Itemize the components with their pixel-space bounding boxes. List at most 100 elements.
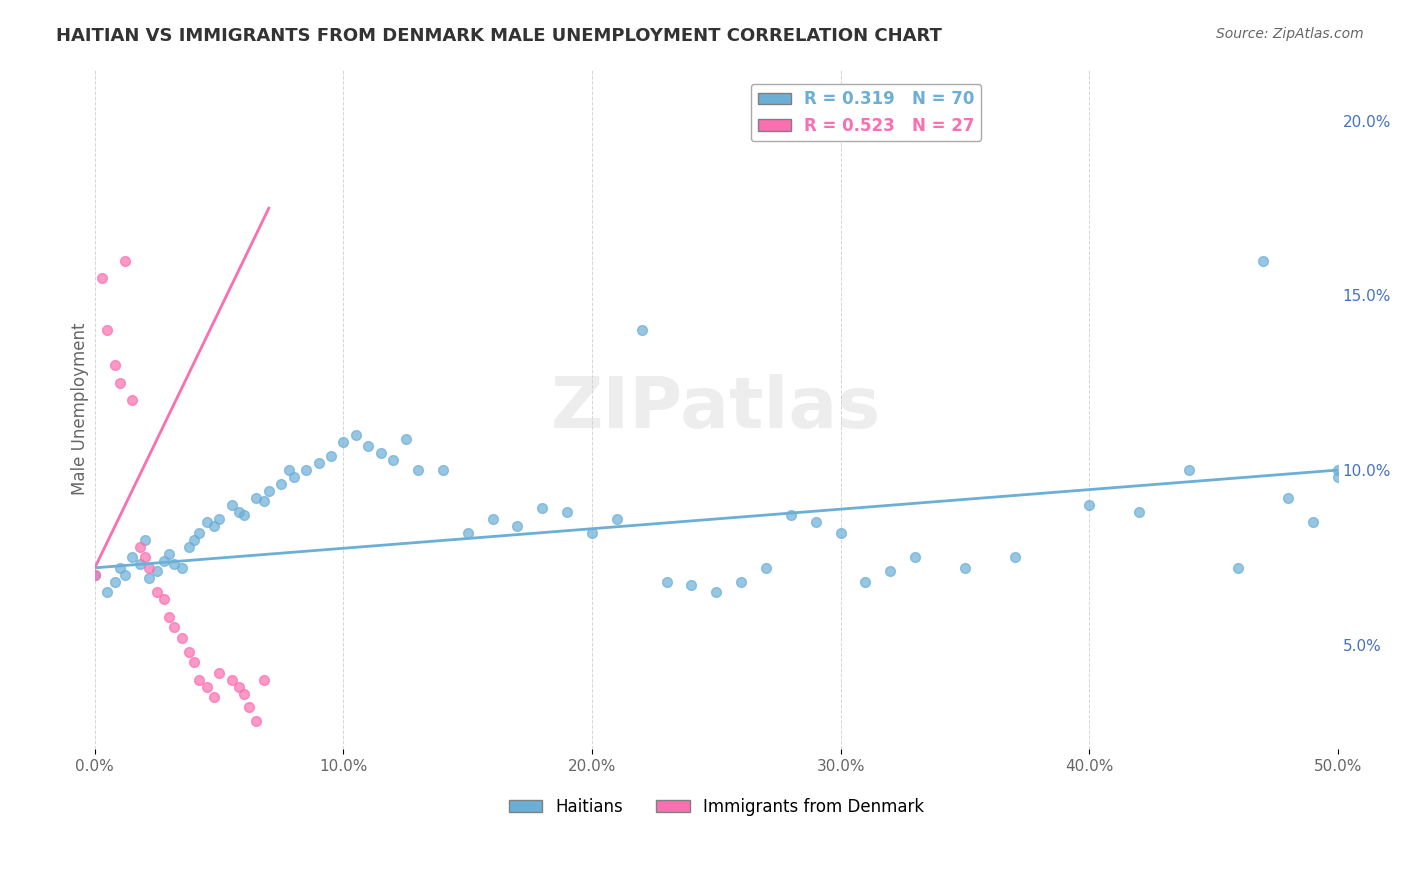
Point — [128, 558, 150, 572]
Point — [253, 673, 276, 687]
Point — [432, 463, 454, 477]
Point — [221, 673, 243, 687]
Point — [1326, 470, 1348, 484]
Text: HAITIAN VS IMMIGRANTS FROM DENMARK MALE UNEMPLOYMENT CORRELATION CHART: HAITIAN VS IMMIGRANTS FROM DENMARK MALE … — [56, 27, 942, 45]
Point — [681, 578, 703, 592]
Point — [953, 561, 976, 575]
Point — [121, 393, 143, 408]
Point — [319, 449, 342, 463]
Point — [655, 574, 678, 589]
Point — [531, 501, 554, 516]
Point — [188, 525, 211, 540]
Point — [157, 547, 180, 561]
Point — [704, 585, 727, 599]
Point — [183, 533, 205, 547]
Point — [332, 435, 354, 450]
Point — [221, 498, 243, 512]
Point — [253, 494, 276, 508]
Legend: Haitians, Immigrants from Denmark: Haitians, Immigrants from Denmark — [502, 791, 931, 822]
Point — [238, 700, 260, 714]
Point — [108, 376, 131, 390]
Point — [1326, 463, 1348, 477]
Point — [138, 571, 160, 585]
Point — [114, 253, 136, 268]
Point — [370, 445, 392, 459]
Point — [283, 470, 305, 484]
Point — [121, 550, 143, 565]
Point — [146, 585, 169, 599]
Point — [153, 592, 176, 607]
Point — [830, 525, 852, 540]
Point — [257, 483, 280, 498]
Point — [134, 550, 156, 565]
Point — [1004, 550, 1026, 565]
Point — [202, 690, 225, 704]
Point — [1302, 516, 1324, 530]
Point — [855, 574, 877, 589]
Point — [163, 620, 186, 634]
Point — [170, 631, 193, 645]
Point — [481, 512, 503, 526]
Point — [195, 680, 218, 694]
Point — [344, 428, 367, 442]
Point — [114, 567, 136, 582]
Point — [128, 540, 150, 554]
Point — [755, 561, 778, 575]
Point — [1128, 505, 1150, 519]
Point — [104, 574, 127, 589]
Point — [779, 508, 801, 523]
Point — [188, 673, 211, 687]
Point — [295, 463, 318, 477]
Point — [138, 561, 160, 575]
Point — [157, 609, 180, 624]
Point — [96, 323, 118, 337]
Point — [179, 645, 201, 659]
Point — [146, 564, 169, 578]
Point — [394, 432, 416, 446]
Point — [506, 519, 529, 533]
Point — [406, 463, 429, 477]
Point — [134, 533, 156, 547]
Point — [228, 505, 250, 519]
Point — [245, 714, 267, 729]
Point — [457, 525, 479, 540]
Point — [308, 456, 330, 470]
Point — [208, 665, 231, 680]
Text: ZIPatlas: ZIPatlas — [551, 375, 882, 443]
Point — [233, 686, 256, 700]
Point — [170, 561, 193, 575]
Point — [581, 525, 603, 540]
Point — [1277, 491, 1299, 505]
Point — [183, 655, 205, 669]
Point — [270, 477, 292, 491]
Point — [730, 574, 752, 589]
Point — [153, 554, 176, 568]
Point — [606, 512, 628, 526]
Point — [91, 271, 114, 285]
Text: Source: ZipAtlas.com: Source: ZipAtlas.com — [1216, 27, 1364, 41]
Y-axis label: Male Unemployment: Male Unemployment — [72, 323, 89, 495]
Point — [179, 540, 201, 554]
Point — [233, 508, 256, 523]
Point — [357, 439, 380, 453]
Point — [163, 558, 186, 572]
Point — [96, 585, 118, 599]
Point — [208, 512, 231, 526]
Point — [245, 491, 267, 505]
Point — [382, 452, 405, 467]
Point — [277, 463, 299, 477]
Point — [83, 567, 105, 582]
Point — [195, 516, 218, 530]
Point — [555, 505, 578, 519]
Point — [1177, 463, 1199, 477]
Point — [228, 680, 250, 694]
Point — [83, 567, 105, 582]
Point — [879, 564, 901, 578]
Point — [108, 561, 131, 575]
Point — [904, 550, 927, 565]
Point — [202, 519, 225, 533]
Point — [630, 323, 652, 337]
Point — [1227, 561, 1250, 575]
Point — [104, 359, 127, 373]
Point — [1078, 498, 1101, 512]
